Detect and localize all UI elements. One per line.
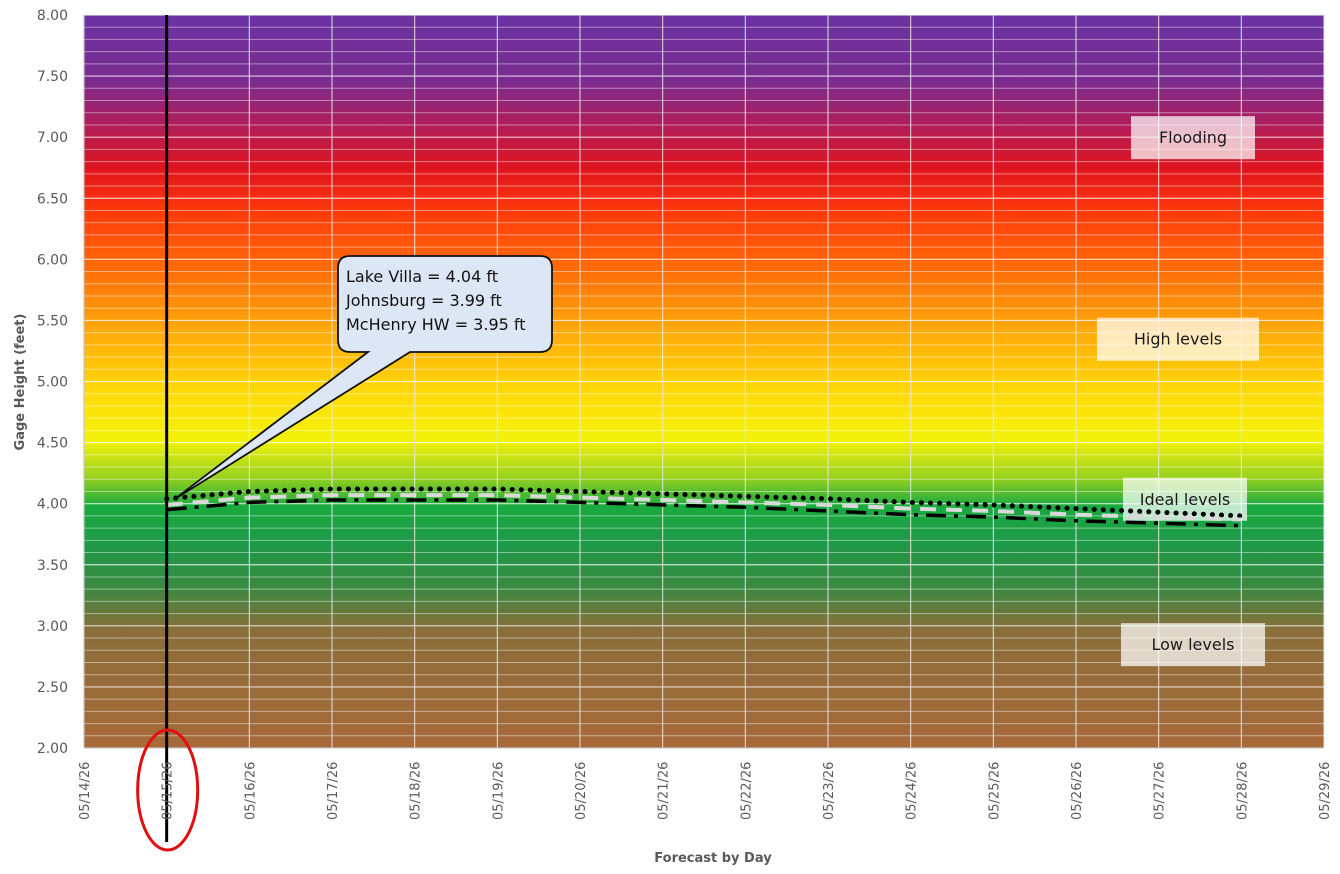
y-tick-label: 6.00 <box>37 252 68 268</box>
x-tick-label: 05/29/26 <box>1318 762 1333 820</box>
annotation-callout: Lake Villa = 4.04 ft Johnsburg = 3.99 ft M… <box>173 255 553 501</box>
series-lines <box>164 486 1244 528</box>
x-axis-title: Forecast by Day <box>654 851 772 866</box>
series-line <box>166 498 1242 528</box>
band-label: Low levels <box>1152 635 1235 654</box>
callout-line: McHenry HW = 3.95 ft <box>346 315 526 334</box>
y-tick-label: 4.50 <box>37 436 68 452</box>
x-tick-label: 05/28/26 <box>1235 762 1250 820</box>
callout-line: Johnsburg = 3.99 ft <box>345 291 502 310</box>
series-line <box>164 486 1244 519</box>
x-tick-label: 05/27/26 <box>1153 762 1168 820</box>
x-tick-label: 05/23/26 <box>822 762 837 820</box>
x-tick-label: 05/22/26 <box>739 762 754 820</box>
y-axis-title: Gage Height (feet) <box>13 314 28 451</box>
x-tick-label: 05/17/26 <box>326 762 341 820</box>
x-tick-label: 05/15/26 <box>161 762 176 820</box>
band-label: Flooding <box>1159 128 1227 147</box>
y-tick-label: 5.00 <box>37 375 68 391</box>
band-label: Ideal levels <box>1140 490 1230 509</box>
level-band-labels: Flooding High levels Ideal levels Low level… <box>1097 116 1265 667</box>
y-tick-label: 7.00 <box>37 130 68 146</box>
x-tick-label: 05/20/26 <box>574 762 589 820</box>
x-tick-label: 05/16/26 <box>243 762 258 820</box>
y-tick-label: 8.00 <box>37 8 68 24</box>
x-tick-label: 05/14/26 <box>78 762 93 820</box>
y-tick-label: 2.50 <box>37 680 68 696</box>
x-tick-label: 05/19/26 <box>491 762 506 820</box>
x-tick-label: 05/24/26 <box>905 762 920 820</box>
y-tick-label: 7.50 <box>37 69 68 85</box>
x-tick-label: 05/18/26 <box>409 762 424 820</box>
callout-bubble <box>173 255 553 501</box>
x-tick-label: 05/21/26 <box>657 762 672 820</box>
y-tick-label: 3.00 <box>37 619 68 635</box>
band-label-box <box>1097 317 1259 361</box>
y-tick-label: 3.50 <box>37 558 68 574</box>
band-label-box <box>1121 623 1265 667</box>
series-line <box>166 493 1242 522</box>
current-day-highlight-circle <box>136 728 200 852</box>
y-tick-label: 4.00 <box>37 497 68 513</box>
vertical-gridlines <box>83 15 1325 749</box>
x-tick-label: 05/25/26 <box>987 762 1002 820</box>
band-label: High levels <box>1134 330 1222 349</box>
x-tick-label: 05/26/26 <box>1070 762 1085 820</box>
x-axis-tick-labels: 05/14/26 05/15/26 05/16/26 05/17/26 05/18/26… <box>78 762 1333 820</box>
y-tick-label: 6.50 <box>37 191 68 207</box>
y-tick-label: 2.00 <box>37 741 68 757</box>
y-axis-tick-labels: 2.00 2.50 3.00 3.50 4.00 4.50 5.00 5.50 6.00 6.50… <box>37 8 68 757</box>
band-label-box <box>1131 116 1255 160</box>
callout-line: Lake Villa = 4.04 ft <box>346 267 498 286</box>
y-tick-label: 5.50 <box>37 313 68 329</box>
